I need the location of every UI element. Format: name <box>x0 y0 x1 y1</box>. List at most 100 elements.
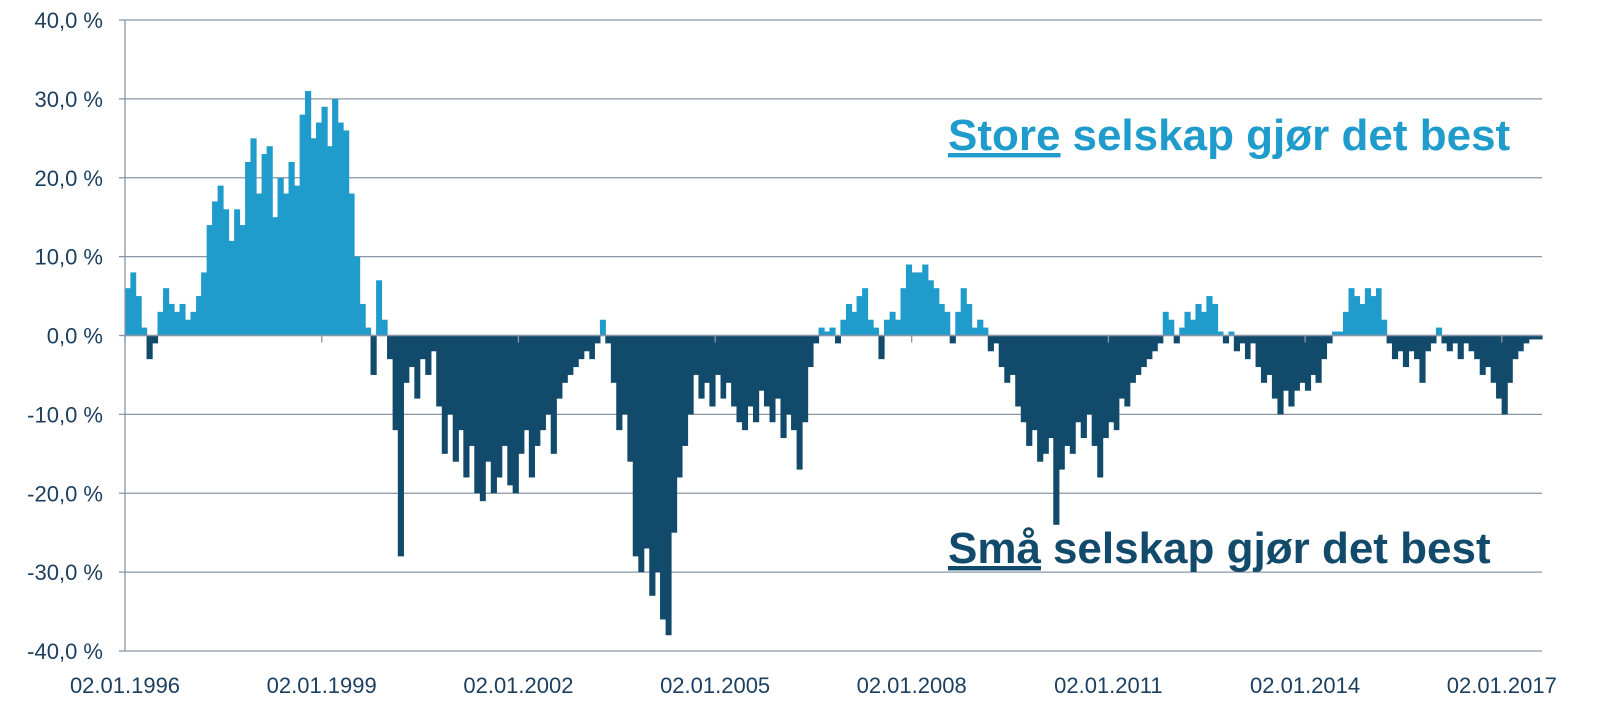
area-bar <box>589 335 595 360</box>
area-bar <box>354 256 361 336</box>
area-bar <box>676 335 683 478</box>
area-bar <box>654 335 661 573</box>
area-bar <box>1260 335 1268 383</box>
area-bar <box>1162 311 1169 336</box>
area-bar <box>1468 335 1475 352</box>
area-bar <box>256 193 263 336</box>
area-bar <box>1075 335 1082 423</box>
area-bar <box>1206 296 1213 336</box>
area-bar <box>397 335 404 557</box>
area-bar <box>1348 288 1355 336</box>
area-bar <box>643 335 650 549</box>
area-bar <box>217 185 224 336</box>
y-tick-label: 20,0 % <box>35 166 104 191</box>
area-bar <box>998 335 1005 368</box>
area-bar <box>704 335 710 383</box>
area-bar <box>610 335 617 383</box>
area-bar <box>1293 335 1300 391</box>
area-bar <box>911 272 918 336</box>
area-bar <box>1512 335 1519 360</box>
area-bar <box>1064 335 1071 446</box>
area-bar <box>173 311 181 336</box>
area-bar <box>1414 335 1421 360</box>
area-bar <box>1424 335 1431 352</box>
area-bar <box>1026 335 1033 446</box>
area-bar <box>556 335 563 399</box>
area-bar <box>157 311 164 336</box>
area-bar <box>261 154 268 336</box>
area-bar <box>430 335 437 352</box>
area-bar <box>649 335 656 596</box>
area-bar <box>135 296 142 336</box>
area-bar <box>621 335 628 415</box>
area-bar <box>971 327 978 336</box>
x-tick-label: 02.01.2002 <box>463 673 573 698</box>
area-bar <box>786 335 792 415</box>
y-tick-label: -30,0 % <box>27 560 103 585</box>
area-bar <box>1288 335 1295 407</box>
area-bar <box>1004 335 1011 383</box>
area-bar <box>294 185 301 336</box>
area-bar <box>802 335 809 423</box>
area-bar <box>452 335 459 462</box>
area-bar <box>1381 319 1388 336</box>
area-bar <box>1129 335 1136 383</box>
area-bar <box>1528 335 1535 340</box>
area-bar <box>856 296 863 336</box>
area-bar <box>977 319 984 336</box>
area-bar <box>753 335 760 423</box>
area-bar <box>1080 335 1087 439</box>
area-bar <box>1402 335 1410 368</box>
area-bar <box>332 98 339 336</box>
area-bar <box>605 335 612 344</box>
area-bar <box>468 335 475 446</box>
area-bar <box>222 209 230 336</box>
area-bar <box>1375 288 1382 336</box>
area-bar <box>955 311 962 336</box>
x-tick-label: 02.01.2017 <box>1447 673 1557 698</box>
area-bar <box>1304 335 1312 391</box>
area-bar <box>1173 335 1180 344</box>
area-bar <box>1020 335 1027 423</box>
area-bar <box>944 311 951 336</box>
area-bar <box>736 335 743 423</box>
area-bar <box>1463 335 1470 344</box>
area-bar <box>862 288 869 336</box>
area-bar <box>583 335 590 352</box>
area-bar <box>130 272 137 336</box>
area-bar <box>327 146 333 336</box>
area-bar <box>987 335 994 352</box>
area-bar <box>1195 303 1202 336</box>
area-bar <box>884 319 891 336</box>
annotation-text: selskap gjør det best <box>1053 524 1491 573</box>
area-bar <box>791 335 798 431</box>
area-bar <box>561 335 568 383</box>
area-bar <box>774 335 782 399</box>
area-bar <box>1430 335 1437 344</box>
area-bar <box>425 335 432 375</box>
area-bar <box>239 225 246 336</box>
area-bar <box>1457 335 1464 360</box>
area-bar <box>698 335 705 399</box>
area-bar <box>1523 335 1530 344</box>
area-bar <box>266 146 273 336</box>
area-bar <box>616 335 623 431</box>
area-bar <box>387 335 394 360</box>
area-bar <box>212 201 219 336</box>
area-bar <box>922 264 929 336</box>
area-bar <box>867 319 874 336</box>
area-bar <box>594 335 601 344</box>
area-bar <box>1200 311 1207 336</box>
y-tick-label: 40,0 % <box>35 8 104 33</box>
area-bar <box>1168 319 1175 336</box>
area-bar <box>283 193 290 336</box>
area-bar <box>1184 311 1191 336</box>
area-bar <box>1069 335 1076 454</box>
area-bar <box>1037 335 1044 462</box>
area-bar <box>1397 335 1404 352</box>
area-bar <box>245 161 252 336</box>
area-bar <box>742 335 749 431</box>
area-bar <box>1501 335 1508 415</box>
